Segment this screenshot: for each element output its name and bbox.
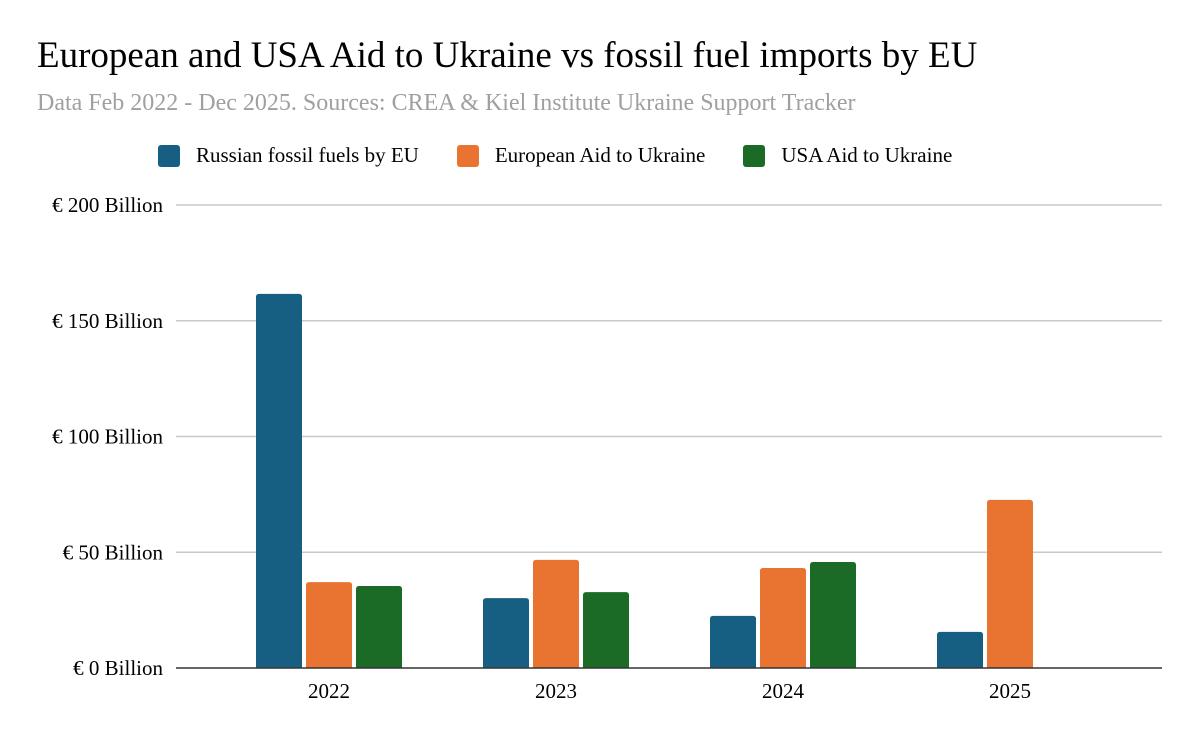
bar bbox=[710, 615, 756, 668]
x-tick-label: 2024 bbox=[762, 679, 805, 703]
bar bbox=[533, 559, 579, 668]
chart-title: European and USA Aid to Ukraine vs fossi… bbox=[37, 35, 978, 76]
legend-label: Russian fossil fuels by EU bbox=[196, 143, 419, 167]
legend-label: USA Aid to Ukraine bbox=[781, 143, 953, 167]
bar bbox=[937, 631, 983, 668]
chart-subtitle: Data Feb 2022 - Dec 2025. Sources: CREA … bbox=[37, 90, 856, 116]
bar bbox=[256, 293, 302, 668]
bar bbox=[987, 499, 1033, 668]
bar bbox=[306, 582, 352, 668]
x-tick-label: 2023 bbox=[535, 679, 577, 703]
bar bbox=[760, 567, 806, 668]
legend-item[interactable]: European Aid to Ukraine bbox=[456, 143, 706, 168]
y-tick-label: € 150 Billion bbox=[52, 309, 163, 333]
x-tick-label: 2025 bbox=[989, 679, 1031, 703]
x-tick-label: 2022 bbox=[308, 679, 350, 703]
legend-label: European Aid to Ukraine bbox=[494, 143, 706, 167]
bar bbox=[810, 561, 856, 668]
y-tick-label: € 100 Billion bbox=[52, 425, 163, 449]
legend-item[interactable]: Russian fossil fuels by EU bbox=[158, 143, 419, 168]
bar bbox=[356, 586, 402, 668]
legend-item[interactable]: USA Aid to Ukraine bbox=[743, 143, 952, 168]
legend-swatch bbox=[158, 144, 180, 167]
bar bbox=[583, 592, 629, 668]
y-tick-label: € 200 Billion bbox=[52, 193, 163, 217]
y-tick-label: € 50 Billion bbox=[63, 540, 164, 564]
legend-swatch bbox=[456, 144, 479, 167]
y-tick-label: € 0 Billion bbox=[73, 656, 163, 680]
legend: Russian fossil fuels by EU European Aid … bbox=[158, 143, 990, 168]
legend-swatch bbox=[743, 144, 766, 167]
bar bbox=[483, 598, 529, 668]
